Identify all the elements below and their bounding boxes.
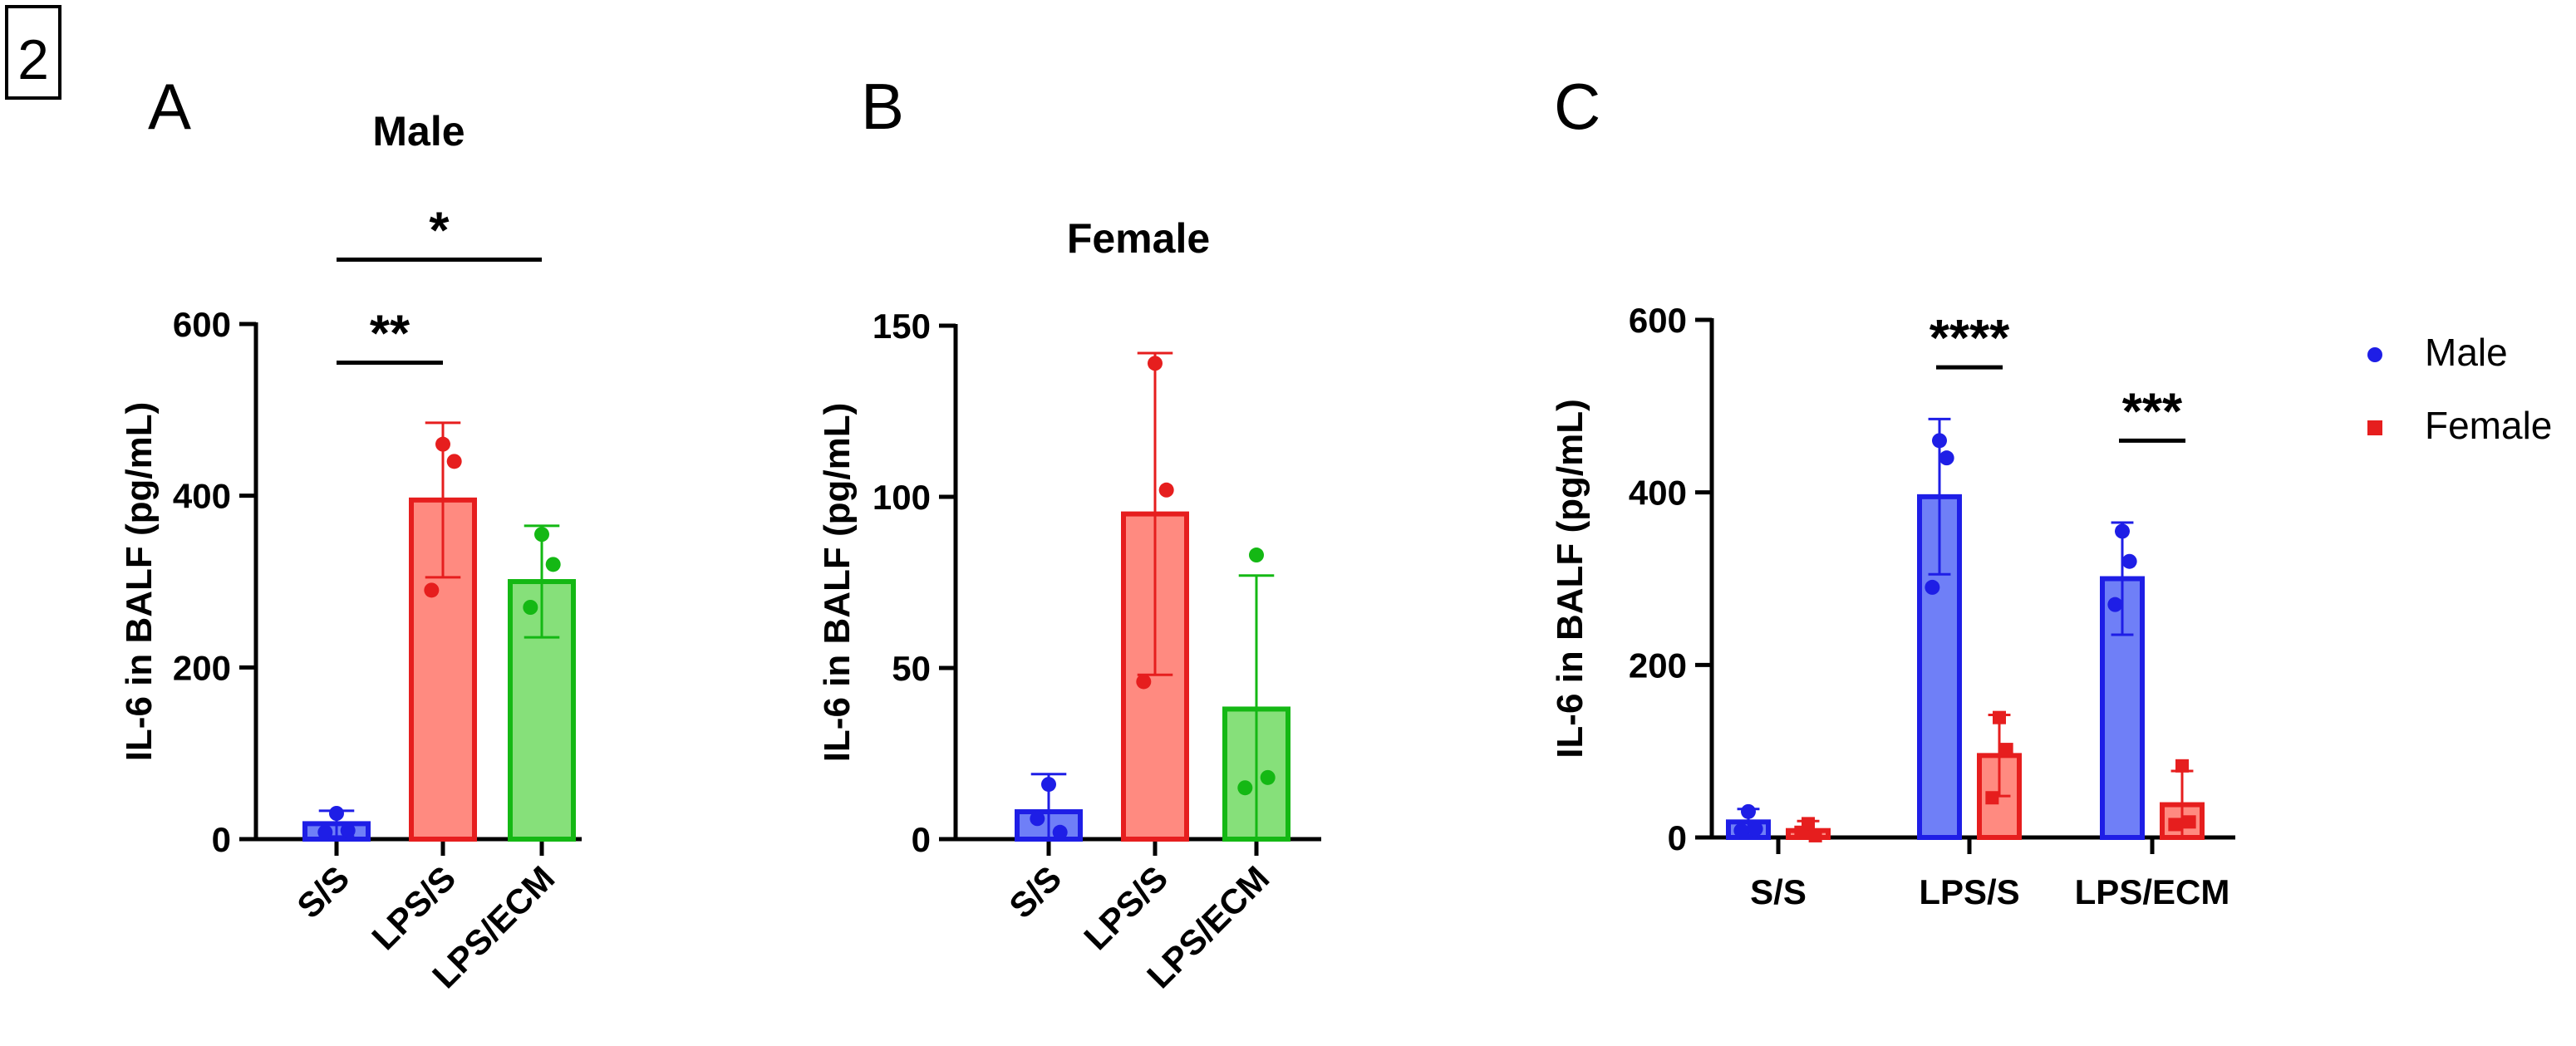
y-axis-label: IL-6 in BALF (pg/mL) xyxy=(1550,399,1590,759)
data-point xyxy=(317,824,333,840)
y-tick-label: 0 xyxy=(912,820,931,859)
figure-number: 2 xyxy=(17,28,49,91)
data-point xyxy=(1999,743,2013,757)
panel-c-label: C xyxy=(1554,70,1600,143)
panel-a-label: A xyxy=(148,70,191,143)
chart-title: Male xyxy=(372,108,465,155)
data-point xyxy=(2115,523,2130,539)
x-tick-label: LPS/S xyxy=(1076,858,1175,957)
panel-a-chart: 0 200 400 600 IL-6 in BALF (pg/mL) Male S/S LPS… xyxy=(119,108,582,995)
y-axis-label: IL-6 in BALF (pg/mL) xyxy=(119,402,160,762)
significance-label: * xyxy=(429,203,450,260)
significance-label: *** xyxy=(2122,383,2183,440)
x-tick-label: LPS/S xyxy=(1919,872,2019,911)
y-tick-label: 100 xyxy=(873,478,931,517)
y-tick-label: 150 xyxy=(873,307,931,346)
x-tick-label: S/S xyxy=(289,858,356,926)
y-tick-label: 200 xyxy=(173,648,231,687)
panel-b-chart: 0 50 100 150 IL-6 in BALF (pg/mL) Female S/S LP… xyxy=(817,215,1321,995)
y-axis-label: IL-6 in BALF (pg/mL) xyxy=(817,403,858,763)
chart-title: Female xyxy=(1067,215,1210,262)
data-point xyxy=(1925,579,1940,595)
data-point xyxy=(340,823,356,838)
data-point xyxy=(2175,759,2189,773)
data-point xyxy=(545,557,561,572)
y-tick-label: 0 xyxy=(1668,818,1687,857)
x-tick-label: LPS/ECM xyxy=(2075,872,2230,911)
data-point xyxy=(1237,780,1253,796)
x-tick-label: S/S xyxy=(1750,872,1807,911)
data-point xyxy=(1939,450,1954,466)
data-point xyxy=(2182,815,2196,829)
panel-c-chart: 0 200 400 600 IL-6 in BALF (pg/mL) S/S LPS/S LP… xyxy=(1550,301,2235,911)
data-point xyxy=(2107,597,2123,612)
significance-label: ** xyxy=(370,306,410,363)
legend-female-marker xyxy=(2367,420,2382,435)
data-point xyxy=(1985,791,1999,805)
y-tick-label: 600 xyxy=(1629,301,1687,340)
data-point xyxy=(1260,769,1276,785)
data-point xyxy=(446,454,462,469)
panel-b-label: B xyxy=(861,70,904,143)
data-point xyxy=(523,600,538,615)
y-tick-label: 600 xyxy=(173,305,231,344)
legend-male-label: Male xyxy=(2425,331,2508,374)
data-point xyxy=(1136,674,1152,690)
y-tick-label: 50 xyxy=(892,649,931,688)
data-point xyxy=(1733,823,1749,838)
data-point xyxy=(1808,828,1822,842)
data-point xyxy=(435,436,450,452)
data-point xyxy=(534,527,549,543)
y-tick-label: 200 xyxy=(1629,646,1687,685)
data-point xyxy=(1052,824,1068,840)
significance-label: **** xyxy=(1930,310,2010,367)
legend-female-label: Female xyxy=(2425,404,2552,447)
data-point xyxy=(2168,818,2182,832)
legend: Male Female xyxy=(2367,331,2552,447)
data-point xyxy=(424,582,440,598)
data-point xyxy=(1249,548,1264,563)
bar xyxy=(1917,494,1962,840)
y-tick-label: 400 xyxy=(1629,474,1687,513)
data-point xyxy=(329,806,344,821)
x-tick-label: LPS/S xyxy=(364,858,463,957)
data-point xyxy=(1148,356,1163,371)
y-tick-label: 0 xyxy=(212,820,231,859)
x-tick-label: S/S xyxy=(1001,858,1069,926)
y-tick-label: 400 xyxy=(173,477,231,516)
data-point xyxy=(1030,811,1045,827)
legend-male-marker xyxy=(2367,347,2382,362)
data-point xyxy=(1993,710,2006,724)
data-point xyxy=(2121,553,2137,569)
data-point xyxy=(1158,482,1174,498)
data-point xyxy=(1041,777,1056,793)
data-point xyxy=(1794,825,1808,839)
data-point xyxy=(1748,821,1763,837)
figure-number-box xyxy=(5,5,61,100)
data-point xyxy=(1932,433,1947,449)
data-point xyxy=(1741,803,1756,819)
